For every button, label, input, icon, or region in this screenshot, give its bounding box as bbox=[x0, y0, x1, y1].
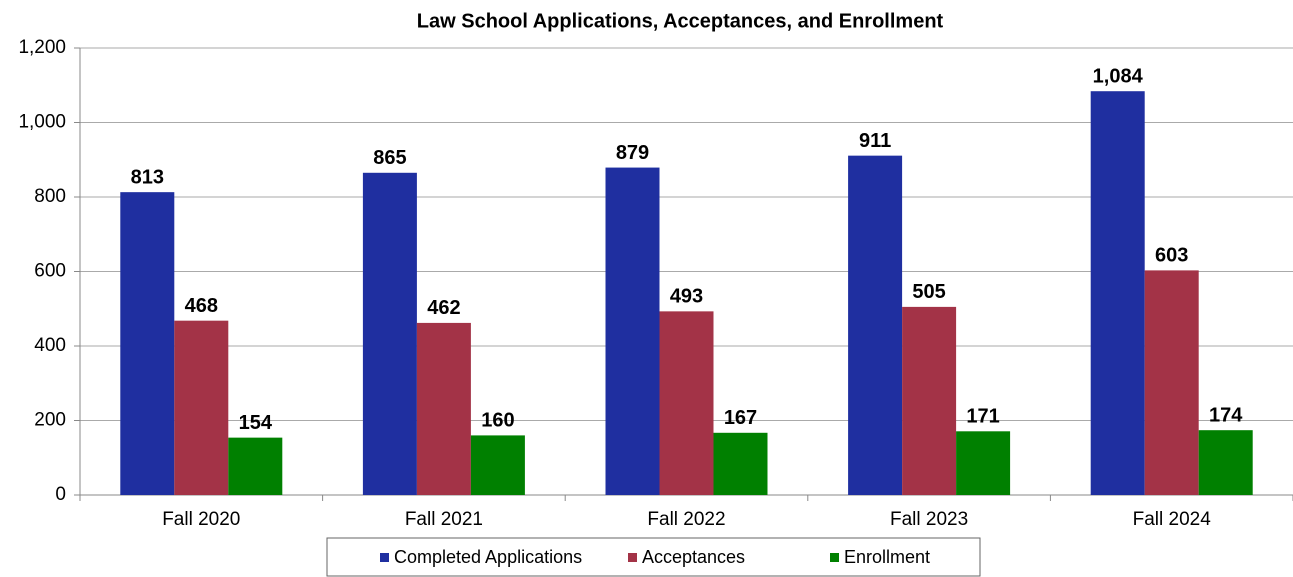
y-tick-label: 0 bbox=[55, 484, 66, 505]
bar bbox=[956, 431, 1011, 495]
data-label: 462 bbox=[427, 297, 460, 319]
y-tick-label: 600 bbox=[34, 261, 66, 282]
x-tick-label: Fall 2024 bbox=[1133, 509, 1212, 530]
legend-label: Enrollment bbox=[844, 547, 930, 567]
x-tick-label: Fall 2020 bbox=[162, 509, 240, 530]
data-label: 160 bbox=[481, 410, 514, 432]
data-label: 813 bbox=[131, 166, 164, 188]
y-tick-label: 1,200 bbox=[18, 37, 66, 58]
bar bbox=[713, 432, 768, 495]
bar bbox=[174, 320, 229, 495]
legend-label: Acceptances bbox=[642, 547, 745, 567]
legend-swatch bbox=[380, 553, 389, 562]
x-tick-label: Fall 2022 bbox=[647, 509, 725, 530]
bar bbox=[416, 322, 471, 495]
data-label: 911 bbox=[859, 130, 891, 152]
bar bbox=[902, 306, 957, 495]
data-label: 865 bbox=[373, 147, 406, 169]
data-label: 603 bbox=[1155, 245, 1188, 267]
x-tick-label: Fall 2021 bbox=[405, 509, 483, 530]
legend-swatch bbox=[830, 553, 839, 562]
bar bbox=[120, 192, 175, 495]
bar bbox=[848, 155, 903, 495]
data-label: 171 bbox=[966, 406, 999, 428]
data-label: 468 bbox=[185, 295, 218, 317]
legend-swatch bbox=[628, 553, 637, 562]
bar bbox=[1198, 430, 1253, 495]
y-tick-label: 200 bbox=[34, 410, 66, 431]
data-label: 167 bbox=[724, 407, 757, 429]
bar bbox=[470, 435, 525, 495]
y-tick-label: 800 bbox=[34, 186, 66, 207]
bar bbox=[1090, 91, 1145, 496]
data-label: 493 bbox=[670, 286, 703, 308]
bar bbox=[362, 172, 417, 495]
data-label: 1,084 bbox=[1093, 65, 1144, 87]
bar bbox=[1144, 270, 1199, 495]
bar bbox=[605, 167, 660, 495]
legend-box bbox=[326, 537, 981, 577]
legend-label: Completed Applications bbox=[394, 547, 582, 567]
bar bbox=[228, 437, 283, 495]
chart-title: Law School Applications, Acceptances, an… bbox=[417, 10, 944, 32]
data-label: 154 bbox=[239, 412, 273, 434]
data-label: 879 bbox=[616, 142, 649, 164]
x-tick-label: Fall 2023 bbox=[890, 509, 968, 530]
data-label: 505 bbox=[912, 281, 945, 303]
data-label: 174 bbox=[1209, 404, 1243, 426]
y-tick-label: 400 bbox=[34, 335, 66, 356]
y-tick-label: 1,000 bbox=[18, 112, 66, 133]
bar bbox=[659, 311, 714, 495]
